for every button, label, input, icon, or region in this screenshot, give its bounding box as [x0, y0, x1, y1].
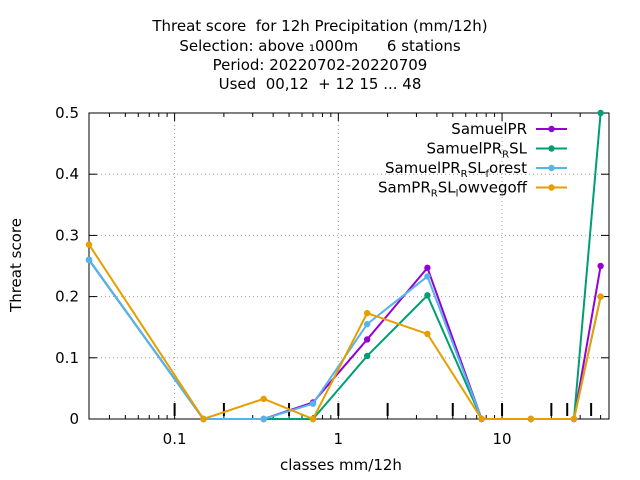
- y-tick-label: 0.5: [55, 104, 79, 122]
- legend-label-0: SamuelPR: [451, 120, 527, 138]
- title-line-3: Period: 20220702-20220709: [212, 56, 428, 74]
- data-point-series-2: [309, 400, 317, 407]
- legend-label-3: SamPRRSLlowvegoff: [378, 179, 528, 200]
- data-point-series-2: [85, 256, 93, 264]
- series-line-0: [88, 259, 602, 420]
- data-point-series-2: [424, 273, 431, 280]
- y-tick-label: 0.4: [55, 165, 79, 183]
- data-point-series-3: [527, 415, 535, 423]
- legend-marker-3: [548, 184, 555, 191]
- y-tick-label: 0.3: [55, 226, 79, 244]
- x-axis-label: classes mm/12h: [280, 456, 402, 474]
- data-point-series-1: [363, 352, 371, 360]
- series-line-3: [88, 244, 602, 421]
- x-tick-label: 1: [334, 430, 344, 448]
- legend-label-2: SamuelPRRSLforest: [385, 159, 527, 180]
- x-tick-label: 10: [493, 430, 512, 448]
- legend-marker-0: [548, 125, 555, 133]
- data-point-series-3: [363, 309, 371, 317]
- legend-marker-1: [548, 145, 555, 152]
- data-point-series-2: [363, 320, 371, 328]
- title-line-2: Selection: above ₁000m 6 stations: [179, 37, 461, 55]
- title-line-1: Threat score for 12h Precipitation (mm/1…: [152, 17, 488, 35]
- data-point-series-0: [424, 264, 431, 272]
- data-point-series-3: [85, 241, 93, 248]
- data-point-series-3: [309, 415, 317, 423]
- data-point-series-0: [597, 262, 604, 270]
- data-point-series-0: [363, 336, 371, 343]
- data-point-series-3: [424, 330, 431, 338]
- data-point-series-3: [478, 415, 485, 423]
- x-tick-label: 0.1: [163, 430, 187, 448]
- series-line-2: [88, 259, 602, 420]
- legend-marker-2: [548, 164, 555, 172]
- data-point-series-1: [424, 292, 431, 299]
- y-tick-label: 0.2: [55, 288, 79, 306]
- data-point-series-3: [570, 415, 578, 423]
- data-point-series-2: [260, 415, 267, 423]
- title-line-4: Used 00,12 + 12 15 ... 48: [218, 75, 422, 93]
- y-tick-label: 0.1: [55, 349, 79, 367]
- y-axis-label: Threat score: [7, 218, 25, 312]
- legend-label-1: SamuelPRRSL: [426, 140, 527, 161]
- data-point-series-3: [260, 395, 267, 403]
- y-tick-label: 0: [69, 410, 79, 428]
- data-point-series-1: [597, 109, 604, 117]
- plot-frame: [88, 112, 610, 420]
- data-point-series-3: [597, 293, 604, 300]
- data-point-series-3: [200, 415, 207, 423]
